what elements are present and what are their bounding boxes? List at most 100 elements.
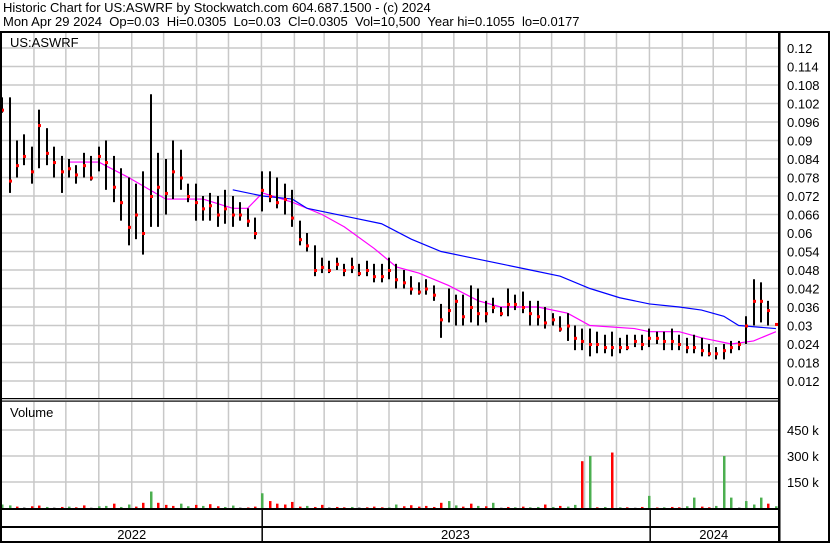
close-marker xyxy=(641,343,644,346)
volume-bar xyxy=(187,506,190,508)
close-marker xyxy=(529,312,532,316)
volume-bar xyxy=(358,507,361,508)
close-marker xyxy=(150,195,153,198)
year-label: 2022 xyxy=(117,527,146,542)
volume-bar xyxy=(686,506,689,508)
volume-bar xyxy=(217,506,220,508)
volume-bar xyxy=(38,505,41,508)
volume-bar xyxy=(760,497,763,508)
volume-bar xyxy=(388,507,391,508)
close-marker xyxy=(135,213,138,217)
close-marker xyxy=(522,306,525,309)
volume-tick-label: 300 k xyxy=(787,449,819,464)
close-marker xyxy=(693,346,696,350)
price-tick-label: 0.084 xyxy=(787,152,820,167)
volume-bar xyxy=(753,504,756,508)
close-marker xyxy=(589,343,592,346)
price-tick-label: 0.12 xyxy=(787,41,812,56)
close-marker xyxy=(648,336,651,340)
volume-bar xyxy=(455,505,458,508)
volume-bar xyxy=(574,504,577,508)
close-marker xyxy=(120,201,123,205)
price-tick-label: 0.024 xyxy=(787,337,820,352)
close-marker xyxy=(165,191,168,195)
close-marker xyxy=(448,309,451,313)
grid-lines xyxy=(2,33,778,398)
volume-bar xyxy=(701,506,704,508)
close-marker xyxy=(544,321,547,325)
volume-bar xyxy=(195,504,198,508)
close-marker xyxy=(299,238,302,242)
volume-axis: 450 k 300 k 150 k xyxy=(787,423,819,490)
volume-bar xyxy=(90,507,93,508)
volume-bar xyxy=(448,501,451,508)
price-tick-label: 0.06 xyxy=(787,226,812,241)
volume-bar xyxy=(254,506,257,508)
close-marker xyxy=(708,352,711,356)
volume-bar xyxy=(276,503,279,508)
volume-bar xyxy=(440,502,443,508)
price-tick-label: 0.09 xyxy=(787,134,812,149)
close-marker xyxy=(328,269,331,272)
volume-bar xyxy=(604,506,607,508)
price-tick-label: 0.036 xyxy=(787,300,820,315)
close-marker xyxy=(552,318,555,322)
close-marker xyxy=(247,219,250,223)
moving-average-short xyxy=(69,161,777,345)
close-marker xyxy=(671,339,674,343)
close-marker xyxy=(634,339,637,343)
close-marker xyxy=(410,287,413,291)
close-marker xyxy=(440,318,443,322)
close-marker xyxy=(395,278,398,282)
close-marker xyxy=(730,346,733,350)
close-marker xyxy=(83,164,86,168)
volume-bar xyxy=(157,502,160,508)
volume-bar xyxy=(1,504,4,508)
close-marker xyxy=(418,290,421,294)
volume-bar xyxy=(180,503,183,508)
chart-title: Historic Chart for US:ASWRF by Stockwatc… xyxy=(3,0,431,15)
volume-bar xyxy=(544,504,547,508)
close-marker xyxy=(485,312,488,316)
volume-bar xyxy=(730,497,733,508)
close-marker xyxy=(537,315,540,319)
close-marker xyxy=(321,265,324,269)
year-divider xyxy=(649,510,651,541)
close-marker xyxy=(738,343,741,346)
close-marker xyxy=(142,232,145,235)
volume-bar xyxy=(418,506,421,508)
close-marker xyxy=(381,275,384,279)
close-marker xyxy=(715,352,718,356)
close-marker xyxy=(61,170,64,174)
volume-bar xyxy=(634,507,637,508)
volume-bar xyxy=(328,507,331,508)
volume-bar xyxy=(142,502,145,508)
close-marker xyxy=(581,339,584,343)
close-marker xyxy=(261,188,264,192)
year-axis: 2022 2023 2024 xyxy=(117,510,728,542)
volume-bar xyxy=(745,501,748,508)
volume-tick-label: 150 k xyxy=(787,475,819,490)
close-marker xyxy=(38,124,41,128)
volume-bar xyxy=(514,507,517,508)
volume-bar xyxy=(485,506,488,508)
volume-bar xyxy=(425,505,428,508)
price-tick-label: 0.078 xyxy=(787,171,820,186)
close-marker xyxy=(701,349,704,353)
chart-frame xyxy=(0,31,830,543)
price-tick-label: 0.042 xyxy=(787,282,820,297)
close-marker xyxy=(254,232,257,235)
year-label: 2023 xyxy=(441,527,470,542)
close-marker xyxy=(31,170,34,174)
volume-bar xyxy=(16,506,19,508)
close-marker xyxy=(187,195,190,198)
price-tick-label: 0.03 xyxy=(787,319,812,334)
close-marker xyxy=(306,244,309,248)
close-marker xyxy=(470,306,473,309)
volume-bar xyxy=(596,507,599,508)
volume-bar xyxy=(75,507,78,508)
volume-bar xyxy=(559,505,562,508)
close-marker xyxy=(567,324,570,328)
close-marker xyxy=(507,302,510,306)
price-tick-label: 0.096 xyxy=(787,115,820,130)
